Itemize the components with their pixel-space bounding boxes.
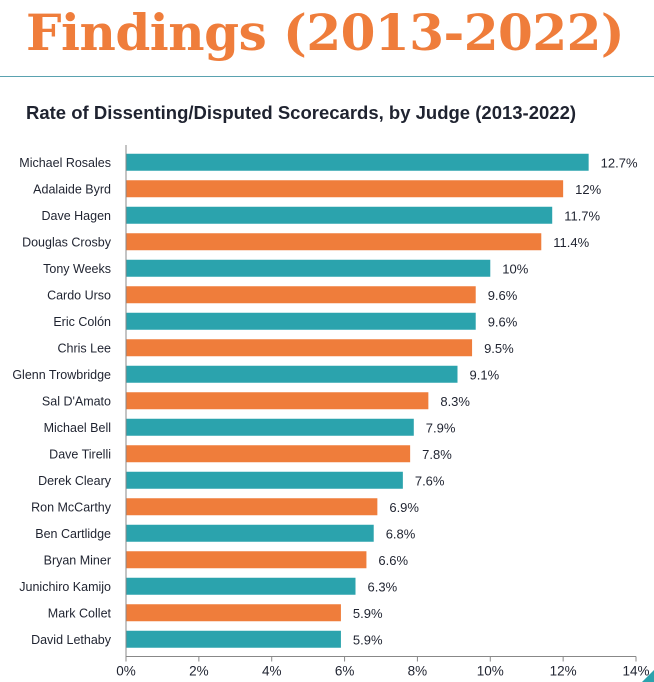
category-label: Cardo Urso bbox=[47, 288, 111, 302]
bar bbox=[126, 286, 476, 304]
category-label: Tony Weeks bbox=[43, 262, 111, 276]
category-label: Michael Bell bbox=[44, 421, 111, 435]
data-labels: 12.7%12% 11.7% 11.4% 10% 9.6% 9.6% 9.5% 9.1%8.3… bbox=[353, 155, 638, 647]
data-label: 10% bbox=[502, 261, 528, 276]
category-label: Michael Rosales bbox=[19, 156, 111, 170]
bar bbox=[126, 312, 476, 330]
data-label: 5.9% bbox=[353, 632, 383, 647]
category-labels: Michael Rosales Adalaide Byrd Dave Hagen Do… bbox=[12, 156, 111, 647]
bar bbox=[126, 206, 553, 224]
x-tick-label: 6% bbox=[335, 664, 355, 679]
data-label: 9.6% bbox=[488, 314, 518, 329]
category-label: Sal D'Amato bbox=[42, 394, 111, 408]
data-label: 12% bbox=[575, 182, 601, 197]
category-label: Derek Cleary bbox=[38, 474, 112, 488]
bar bbox=[126, 498, 378, 516]
data-label: 8.3% bbox=[440, 394, 470, 409]
bar bbox=[126, 392, 429, 410]
data-label: 5.9% bbox=[353, 606, 383, 621]
bar bbox=[126, 180, 564, 198]
data-label: 7.9% bbox=[426, 420, 456, 435]
category-label: Bryan Miner bbox=[44, 553, 111, 567]
page-heading: Findings (2013-2022) bbox=[26, 3, 625, 62]
bars-layer bbox=[126, 153, 589, 648]
bar bbox=[126, 445, 411, 463]
bar bbox=[126, 153, 589, 171]
heading-divider bbox=[0, 76, 654, 77]
category-label: Glenn Trowbridge bbox=[12, 368, 111, 382]
data-label: 9.1% bbox=[470, 367, 500, 382]
bar bbox=[126, 604, 341, 622]
bar bbox=[126, 418, 414, 436]
data-label: 7.8% bbox=[422, 447, 452, 462]
category-label: Adalaide Byrd bbox=[33, 182, 111, 196]
category-label: Ben Cartlidge bbox=[35, 527, 111, 541]
x-tick-label: 4% bbox=[262, 664, 282, 679]
category-label: Eric Colón bbox=[53, 315, 111, 329]
x-tick-label: 10% bbox=[477, 664, 504, 679]
category-label: Chris Lee bbox=[58, 341, 112, 355]
data-label: 6.9% bbox=[389, 500, 419, 515]
x-axis: 0% 2% 4% 6% 8% 10% 12% 14% bbox=[116, 145, 650, 679]
bar bbox=[126, 551, 367, 569]
category-label: Junichiro Kamijo bbox=[19, 580, 111, 594]
category-label: Dave Hagen bbox=[42, 209, 112, 223]
corner-accent bbox=[642, 670, 654, 682]
x-tick-label: 0% bbox=[116, 664, 136, 679]
data-label: 11.7% bbox=[564, 208, 600, 223]
category-label: Mark Collet bbox=[48, 606, 112, 620]
category-label: Dave Tirelli bbox=[49, 447, 111, 461]
bar bbox=[126, 365, 458, 383]
data-label: 6.3% bbox=[368, 579, 398, 594]
x-tick-label: 12% bbox=[550, 664, 577, 679]
bar bbox=[126, 524, 374, 542]
category-label: David Lethaby bbox=[31, 633, 112, 647]
data-label: 6.6% bbox=[378, 553, 408, 568]
data-label: 11.4% bbox=[553, 235, 589, 250]
chart-title: Rate of Dissenting/Disputed Scorecards, … bbox=[26, 102, 577, 123]
bar bbox=[126, 259, 491, 277]
data-label: 9.5% bbox=[484, 341, 514, 356]
bar bbox=[126, 577, 356, 595]
bar bbox=[126, 471, 403, 489]
category-label: Ron McCarthy bbox=[31, 500, 112, 514]
data-label: 7.6% bbox=[415, 473, 445, 488]
x-tick-label: 8% bbox=[408, 664, 428, 679]
data-label: 6.8% bbox=[386, 526, 416, 541]
bar bbox=[126, 233, 542, 251]
data-label: 9.6% bbox=[488, 288, 518, 303]
category-label: Douglas Crosby bbox=[22, 235, 112, 249]
bar bbox=[126, 339, 473, 357]
data-label: 12.7% bbox=[601, 155, 638, 170]
bar bbox=[126, 630, 341, 648]
x-tick-label: 2% bbox=[189, 664, 209, 679]
